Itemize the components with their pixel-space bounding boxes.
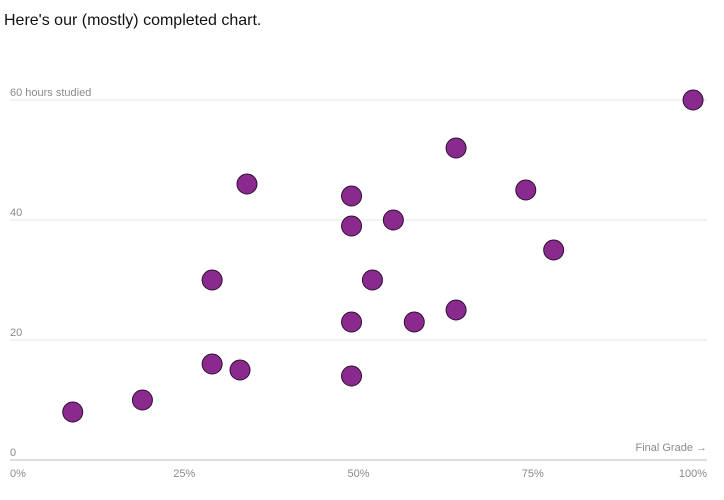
- data-point: [682, 89, 704, 111]
- data-point: [62, 401, 84, 423]
- x-tick-label: 100%: [679, 468, 707, 480]
- x-tick-label: 0%: [10, 468, 26, 480]
- data-point: [341, 311, 363, 333]
- x-tick-labels: 0% 25% 50% 75% 100%: [10, 468, 707, 480]
- y-tick-label: 0: [10, 447, 16, 459]
- data-point: [445, 299, 467, 321]
- data-points: [62, 89, 704, 423]
- data-point: [236, 173, 258, 195]
- y-tick-label: 20: [10, 327, 22, 339]
- data-point: [382, 209, 404, 231]
- x-tick-label: 25%: [173, 468, 195, 480]
- data-point: [229, 359, 251, 381]
- data-point: [131, 389, 153, 411]
- page-title: Here's our (mostly) completed chart.: [4, 12, 262, 29]
- x-tick-label: 75%: [522, 468, 544, 480]
- data-point: [543, 239, 565, 261]
- x-tick-label: 50%: [347, 468, 369, 480]
- data-point: [445, 137, 467, 159]
- data-point: [403, 311, 425, 333]
- x-axis-label: Final Grade →: [635, 442, 707, 454]
- y-tick-label: 40: [10, 207, 22, 219]
- y-tick-labels: 0 20 40 60 hours studied: [10, 87, 91, 459]
- y-tick-label: 60 hours studied: [10, 87, 91, 99]
- data-point: [201, 269, 223, 291]
- data-point: [361, 269, 383, 291]
- data-point: [515, 179, 537, 201]
- data-point: [341, 365, 363, 387]
- data-point: [341, 185, 363, 207]
- data-point: [201, 353, 223, 375]
- data-point: [341, 215, 363, 237]
